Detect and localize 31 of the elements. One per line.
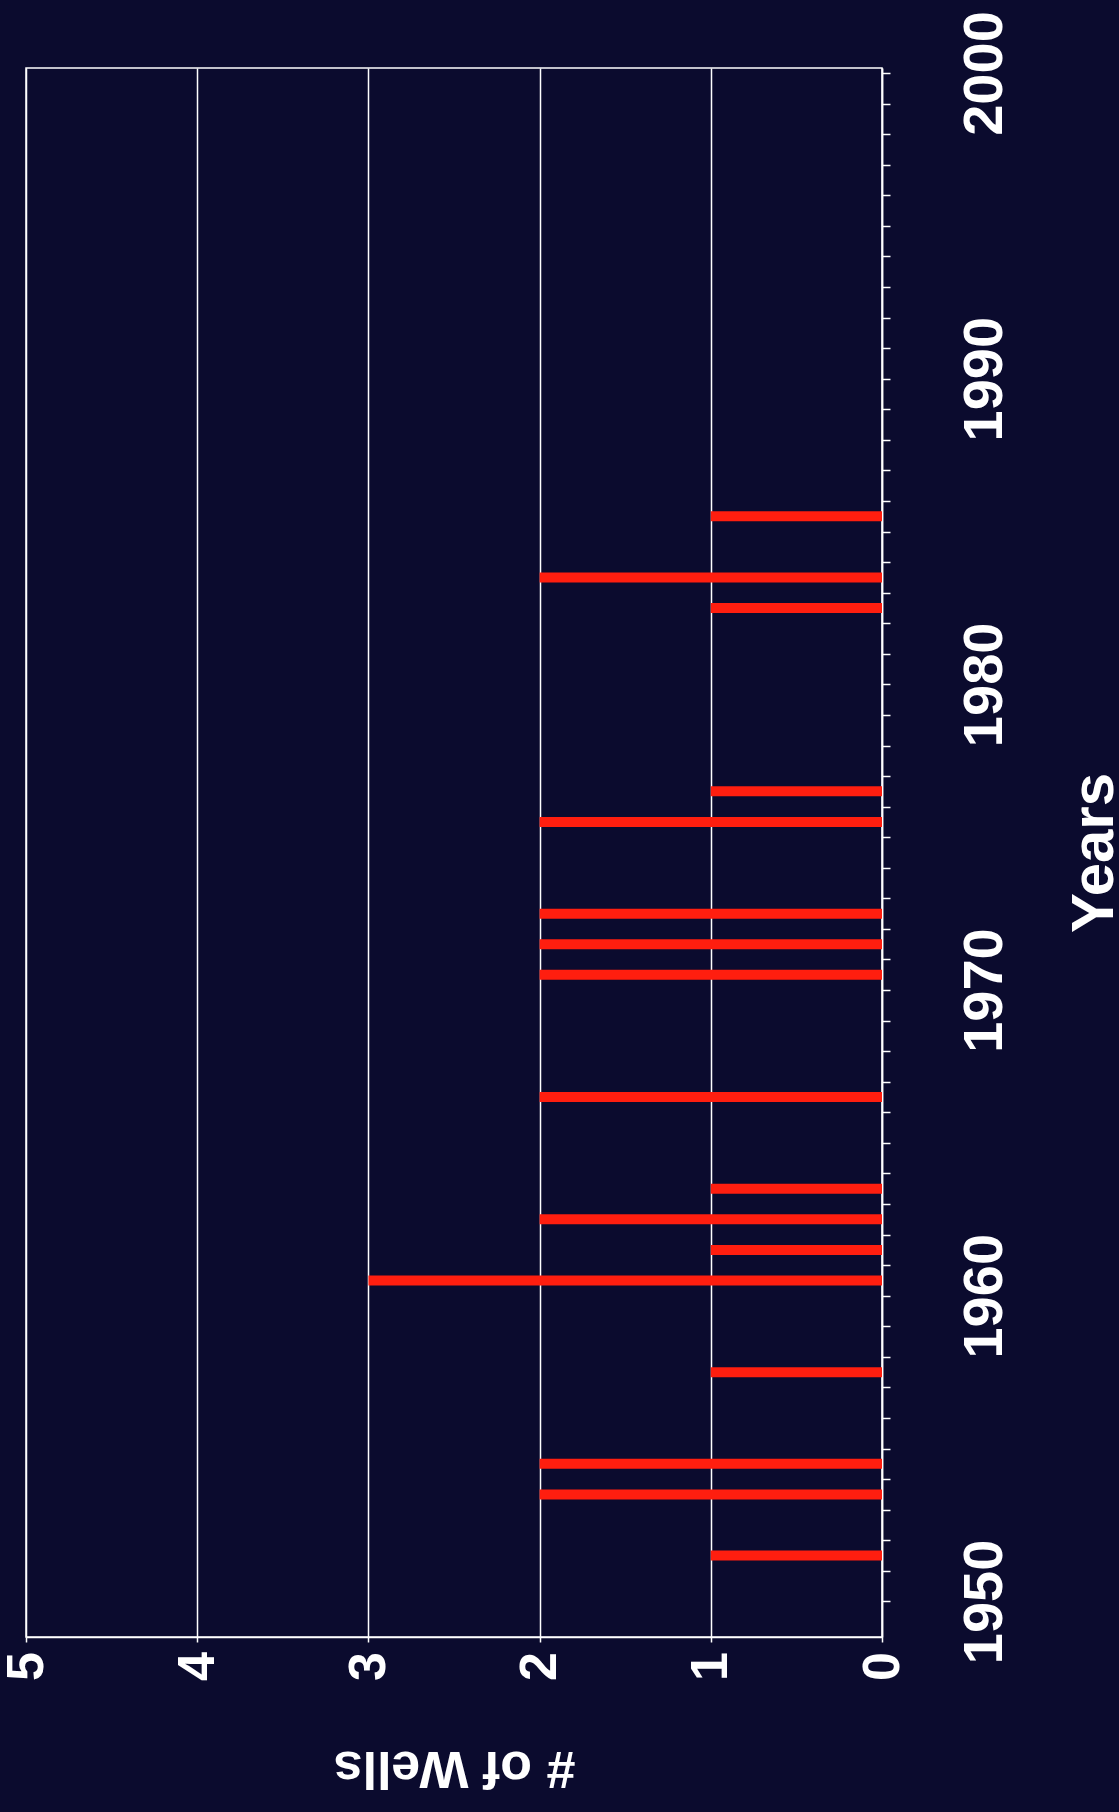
- x-tick-label: 2: [509, 1652, 568, 1681]
- x-tick-label: 1: [680, 1652, 739, 1681]
- x-tick-label: 3: [337, 1652, 396, 1681]
- y-tick-label: 1950: [950, 1539, 1014, 1665]
- bar: [539, 816, 882, 827]
- y-tick-label: 1970: [950, 928, 1014, 1053]
- y-tick-label: 1960: [950, 1233, 1014, 1359]
- y-tick-label: 2000: [950, 11, 1014, 136]
- bar: [539, 939, 882, 950]
- y-axis-title: Years: [1058, 772, 1119, 934]
- bar: [710, 1367, 882, 1378]
- bar: [539, 969, 882, 980]
- bar: [368, 1275, 882, 1286]
- bar: [539, 1092, 882, 1103]
- bar: [539, 1458, 882, 1469]
- x-axis-title: # of Wells: [333, 1740, 576, 1799]
- x-tick-label: 4: [166, 1651, 225, 1681]
- bar: [539, 1214, 882, 1225]
- bar: [710, 1183, 882, 1194]
- y-tick-label: 1980: [950, 622, 1014, 748]
- bar: [710, 1244, 882, 1255]
- bar: [710, 602, 882, 613]
- bar: [710, 511, 882, 522]
- x-tick-label: 0: [851, 1652, 910, 1681]
- y-tick-label: 1990: [950, 316, 1014, 442]
- bar: [710, 1550, 882, 1561]
- bar: [539, 572, 882, 583]
- bar: [539, 908, 882, 919]
- bar: [710, 786, 882, 797]
- x-tick-label: 5: [0, 1652, 54, 1681]
- bar: [539, 1489, 882, 1500]
